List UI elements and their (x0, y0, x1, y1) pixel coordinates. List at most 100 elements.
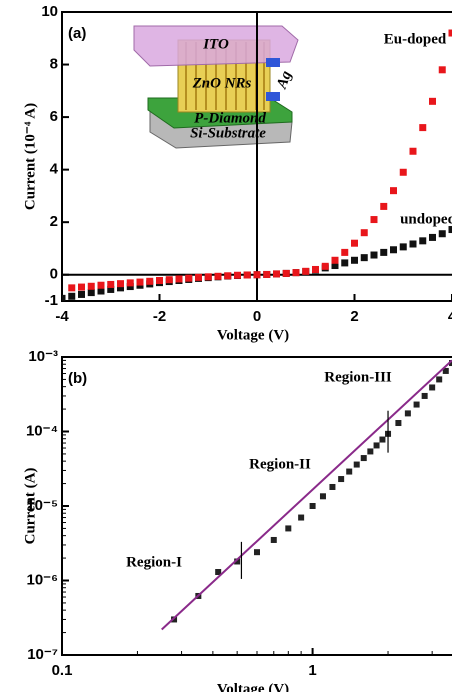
data-point (371, 252, 378, 259)
y-axis-title: Current (A) (22, 468, 38, 545)
data-point (400, 243, 407, 250)
data-point (88, 283, 95, 290)
data-point (374, 442, 380, 448)
data-point (371, 216, 378, 223)
data-point (341, 249, 348, 256)
data-point (380, 203, 387, 210)
data-point (419, 124, 426, 131)
inset-label: Ag (274, 68, 296, 91)
fit-line (162, 360, 452, 629)
inset-label: P-Diamond (194, 110, 266, 126)
data-point (273, 270, 280, 277)
data-point (195, 274, 202, 281)
data-point (361, 229, 368, 236)
data-point (429, 384, 435, 390)
data-point (312, 266, 319, 273)
data-point (68, 293, 75, 300)
y-tick-label: 10 (41, 3, 58, 20)
data-point (224, 272, 231, 279)
data-point (395, 420, 401, 426)
data-point (244, 271, 251, 278)
data-point (354, 462, 360, 468)
x-tick-label: 2 (350, 308, 358, 325)
data-point (215, 273, 222, 280)
data-point (310, 503, 316, 509)
y-tick-label: 2 (50, 213, 58, 230)
x-tick-label: 1 (308, 662, 316, 679)
y-tick-label: 0 (50, 266, 58, 283)
y-tick-label: 6 (50, 108, 58, 125)
data-point (283, 270, 290, 277)
data-point (351, 240, 358, 247)
data-point (271, 537, 277, 543)
data-point (293, 269, 300, 276)
data-point (400, 169, 407, 176)
data-point (380, 249, 387, 256)
y-axis-title: Current (10⁻⁴ A) (22, 103, 38, 210)
data-point (338, 476, 344, 482)
data-point (176, 275, 183, 282)
panel-label: (a) (68, 25, 86, 42)
data-point (205, 273, 212, 280)
data-point (329, 484, 335, 490)
y-tick-label: 10⁻⁶ (26, 571, 58, 588)
panel-label: (b) (68, 370, 87, 387)
data-point (390, 187, 397, 194)
data-point (390, 246, 397, 253)
figure: -4-2024-10246810(a)Voltage (V)Current (1… (0, 0, 452, 692)
y-tick-label: 10⁻⁷ (27, 646, 58, 663)
data-point (419, 237, 426, 244)
data-point (254, 549, 260, 555)
data-point (341, 259, 348, 266)
x-axis-title: Voltage (V) (217, 327, 289, 343)
region-label: Region-III (324, 369, 392, 385)
data-point (107, 281, 114, 288)
data-point (422, 393, 428, 399)
x-tick-label: 0 (253, 308, 261, 325)
data-point (298, 515, 304, 521)
y-tick-label: -1 (45, 292, 58, 309)
data-point (439, 230, 446, 237)
series-label: Eu-doped (384, 31, 447, 47)
inset-label: ITO (202, 36, 229, 52)
data-point (302, 268, 309, 275)
data-point (361, 254, 368, 261)
data-point (367, 448, 373, 454)
x-tick-label: 0.1 (52, 662, 73, 679)
data-point (117, 280, 124, 287)
inset-label: Si-Substrate (190, 125, 266, 141)
data-point (379, 437, 385, 443)
data-point (98, 282, 105, 289)
series-label: undoped (400, 211, 452, 227)
data-point (254, 271, 261, 278)
data-point (414, 402, 420, 408)
data-point (185, 275, 192, 282)
data-point (127, 279, 134, 286)
data-point (234, 272, 241, 279)
data-point (410, 240, 417, 247)
y-tick-label: 10⁻⁴ (26, 422, 58, 439)
data-point (263, 271, 270, 278)
data-point (351, 257, 358, 264)
region-label: Region-II (249, 456, 311, 472)
data-point (320, 493, 326, 499)
data-point (332, 257, 339, 264)
data-point (88, 289, 95, 296)
data-point (405, 410, 411, 416)
inset-label: ZnO NRs (192, 75, 252, 91)
y-tick-label: 10⁻³ (28, 348, 58, 365)
data-point (439, 66, 446, 73)
data-point (322, 263, 329, 270)
data-point (361, 455, 367, 461)
data-point (146, 278, 153, 285)
region-label: Region-I (126, 554, 182, 570)
y-tick-label: 4 (50, 161, 59, 178)
x-tick-label: -2 (153, 308, 166, 325)
data-point (429, 98, 436, 105)
data-point (429, 234, 436, 241)
y-tick-label: 8 (50, 56, 58, 73)
data-point (285, 525, 291, 531)
x-tick-label: 4 (448, 308, 452, 325)
plot-area (162, 360, 452, 629)
data-point (156, 277, 163, 284)
